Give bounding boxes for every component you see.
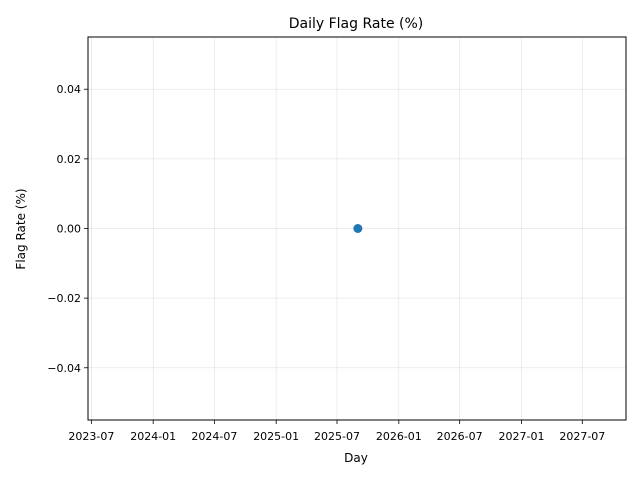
x-tick-label: 2025-01 <box>253 430 299 443</box>
grid-lines <box>88 37 626 420</box>
data-points <box>353 224 363 233</box>
chart-title: Daily Flag Rate (%) <box>289 16 424 32</box>
x-tick-label: 2026-07 <box>437 430 483 443</box>
x-tick-label: 2027-01 <box>499 430 545 443</box>
x-tick-label: 2024-07 <box>191 430 237 443</box>
x-tick-label: 2025-07 <box>314 430 360 443</box>
x-tick-label: 2027-07 <box>559 430 605 443</box>
y-axis-ticks: 0.04 0.02 0.00 −0.02 −0.04 <box>47 83 88 375</box>
x-axis-label: Day <box>344 451 368 465</box>
y-tick-label: −0.04 <box>47 362 81 375</box>
y-tick-label: 0.04 <box>57 83 82 96</box>
x-tick-label: 2024-01 <box>130 430 176 443</box>
x-tick-label: 2026-01 <box>376 430 422 443</box>
y-tick-label: 0.00 <box>57 223 82 236</box>
x-axis-ticks: 2023-07 2024-01 2024-07 2025-01 2025-07 2026-… <box>68 420 605 443</box>
x-tick-label: 2023-07 <box>68 430 114 443</box>
y-axis-label: Flag Rate (%) <box>14 188 28 269</box>
y-tick-label: 0.02 <box>57 153 82 166</box>
y-tick-label: −0.02 <box>47 292 81 305</box>
data-point <box>353 224 363 233</box>
